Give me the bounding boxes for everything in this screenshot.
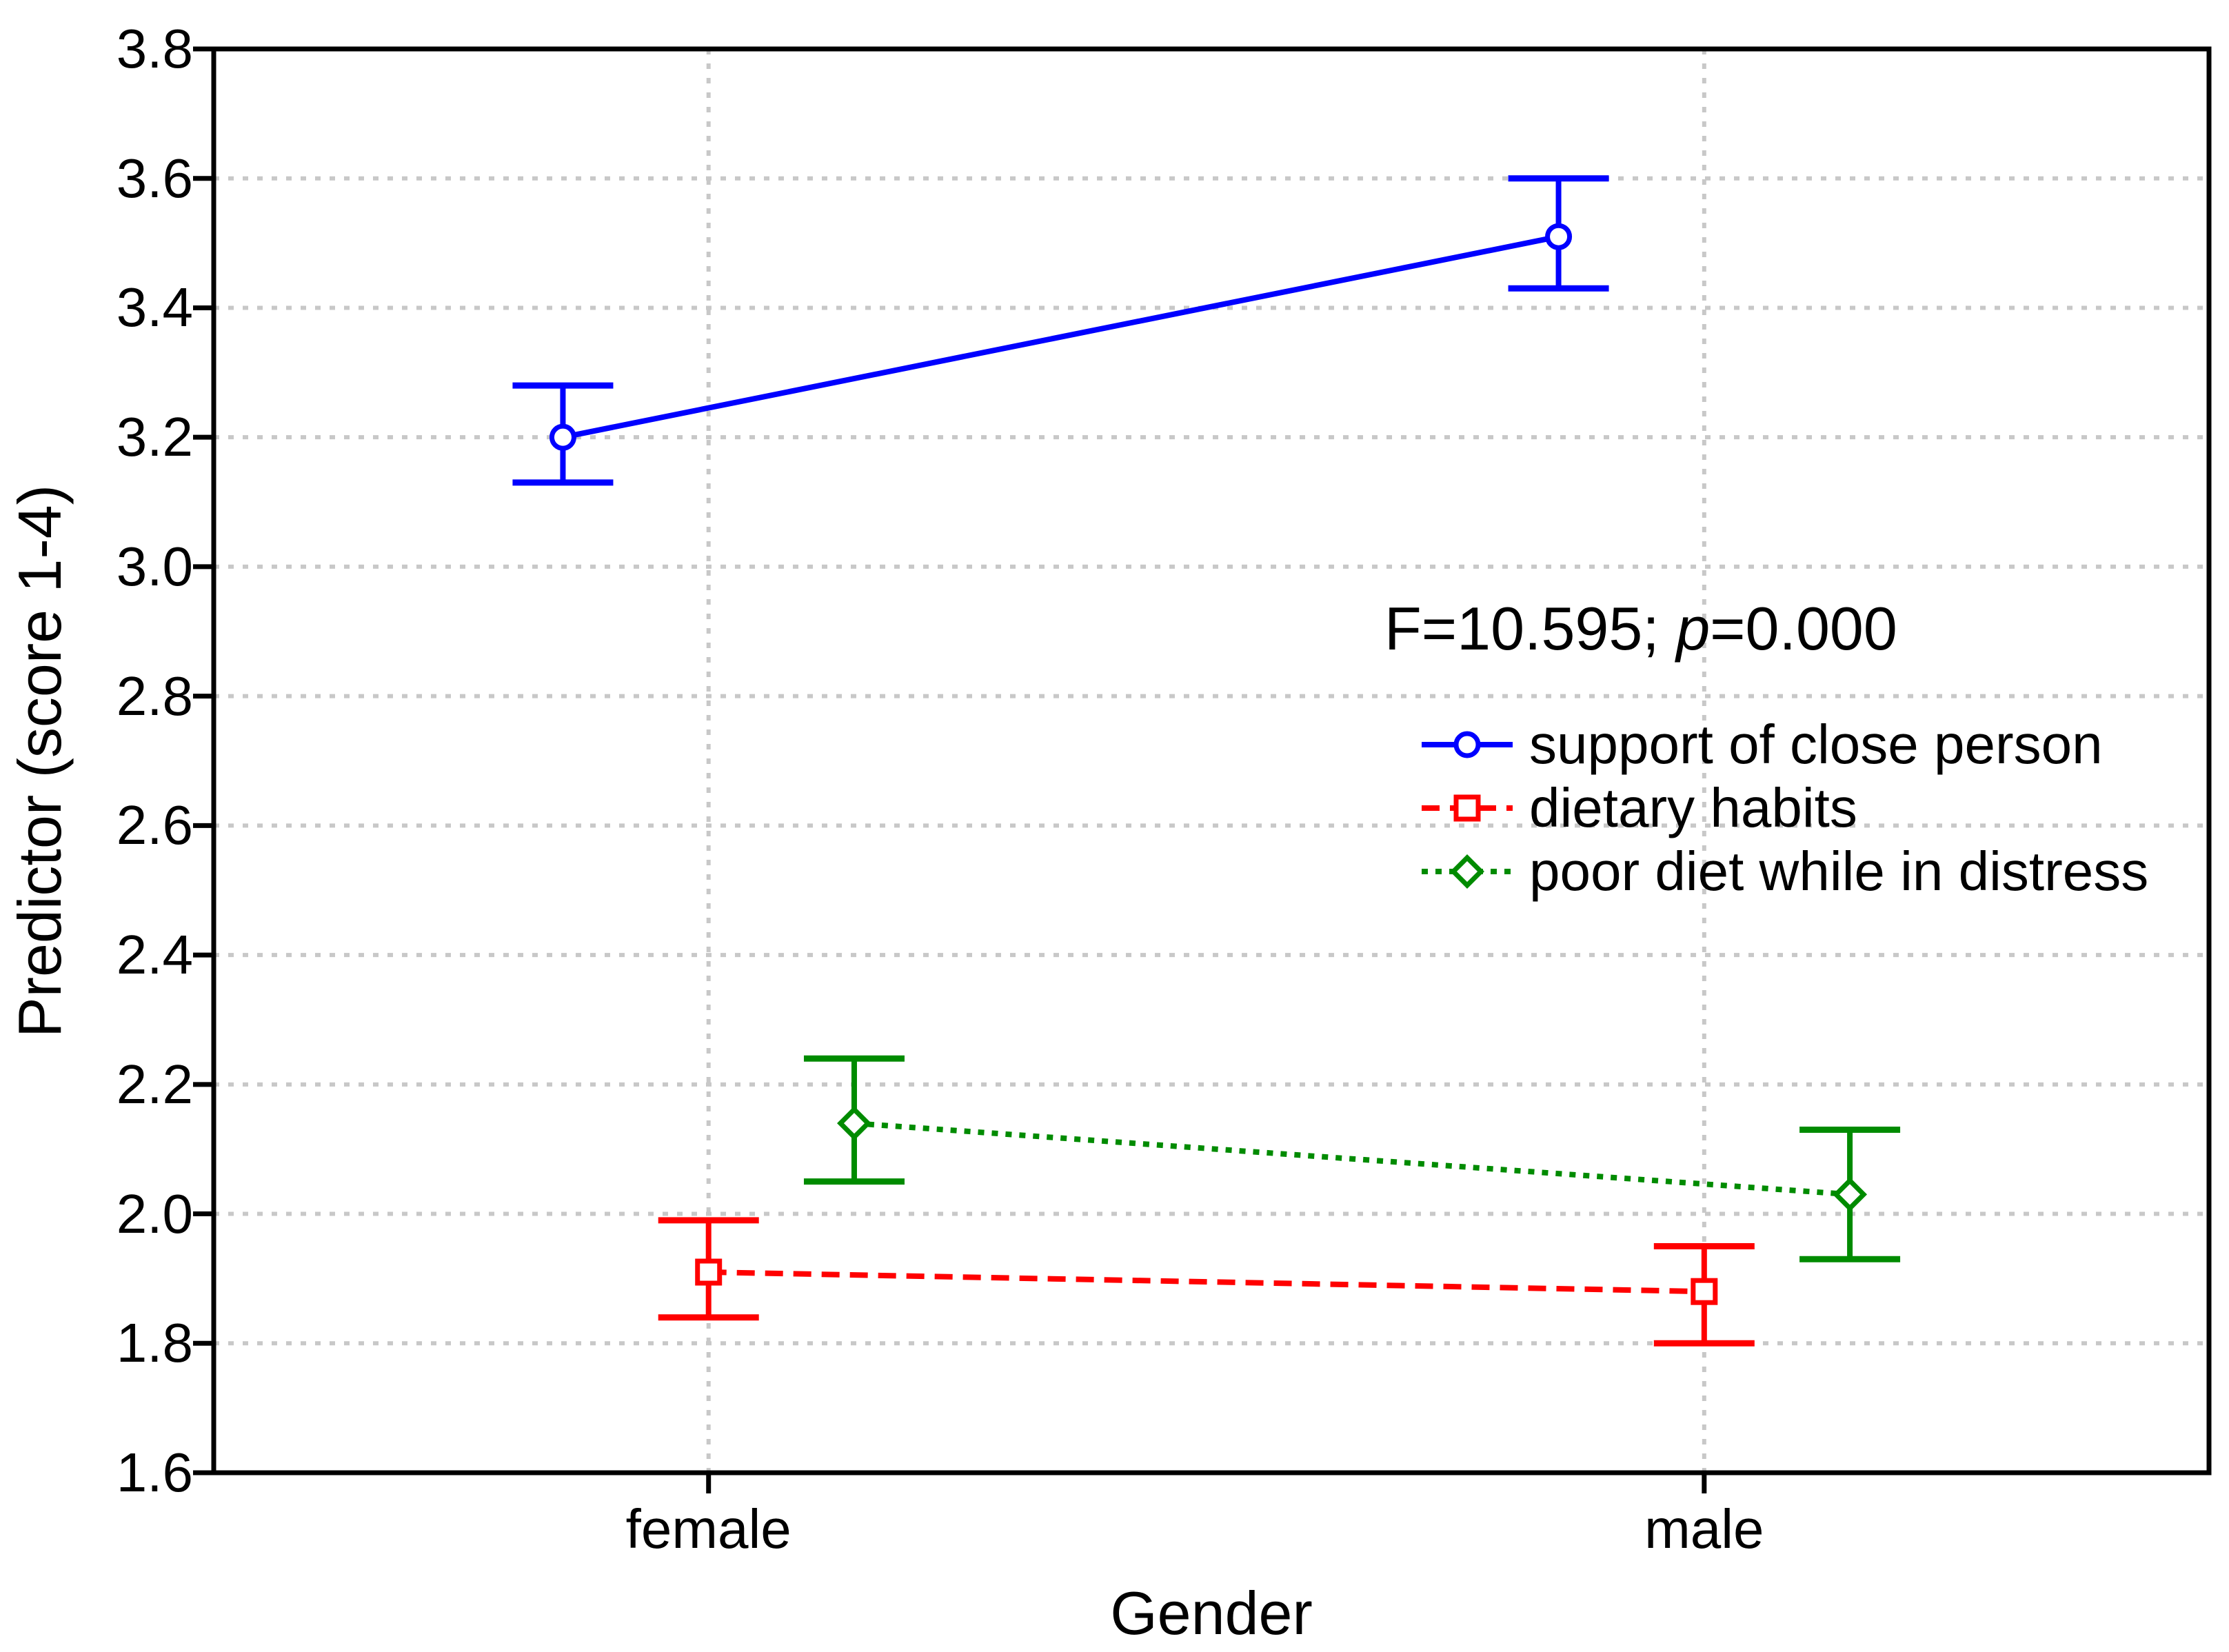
circle-marker [549,423,576,451]
annotation-f-part: F=10.595; [1384,594,1677,663]
annotation-p-symbol: p [1676,594,1711,663]
legend-swatch-line-circle-icon [1422,731,1513,758]
legend-label: support of close person [1529,714,2103,775]
y-tick-label: 3.8 [116,18,193,79]
series-circle [512,175,1609,486]
square-marker [695,1258,723,1286]
legend: support of close person dietary habits p… [1419,713,2148,903]
series-diamond [803,1055,1901,1262]
legend-swatch-line-square-icon [1422,794,1513,822]
legend-row-dietary: dietary habits [1419,776,2148,840]
anova-annotation: F=10.595; p=0.000 [1384,593,1897,665]
y-tick-label: 1.8 [116,1312,193,1374]
series-line [708,1269,1704,1295]
diamond-marker [837,1106,871,1141]
legend-label: dietary habits [1529,777,1857,838]
y-tick-label: 2.8 [116,665,193,727]
square-marker [1691,1278,1718,1305]
diamond-marker [1450,854,1484,889]
plot-frame [211,46,2212,1475]
square-marker [1453,794,1481,822]
circle-marker [1453,731,1481,758]
annotation-p-value: =0.000 [1710,594,1897,663]
y-tick-label: 3.4 [116,276,193,339]
y-tick-label: 2.0 [116,1182,193,1245]
x-axis-title: Gender [1110,1579,1313,1647]
y-tick-label: 2.2 [116,1053,193,1115]
legend-row-support: support of close person [1419,713,2148,776]
y-tick-label: 2.6 [116,794,193,856]
diamond-marker [1833,1177,1868,1212]
y-tick-label: 3.2 [116,406,193,468]
series-line [854,1120,1850,1198]
series-line [562,234,1560,441]
y-tick-label: 1.6 [116,1442,193,1503]
y-tick-label: 3.0 [116,535,193,597]
x-tick-label-male: male [1644,1498,1764,1560]
y-tick-label: 3.6 [116,147,193,209]
series-square [658,1217,1755,1347]
legend-swatch-line-diamond-icon [1422,854,1513,889]
circle-marker [1545,223,1573,250]
y-axis-title: Predictor (score 1-4) [6,484,74,1038]
x-tick-label-female: female [625,1498,791,1560]
legend-row-poor-diet: poor diet while in distress [1419,840,2148,903]
y-tick-label: 2.4 [116,924,193,986]
legend-label: poor diet while in distress [1529,840,2149,902]
